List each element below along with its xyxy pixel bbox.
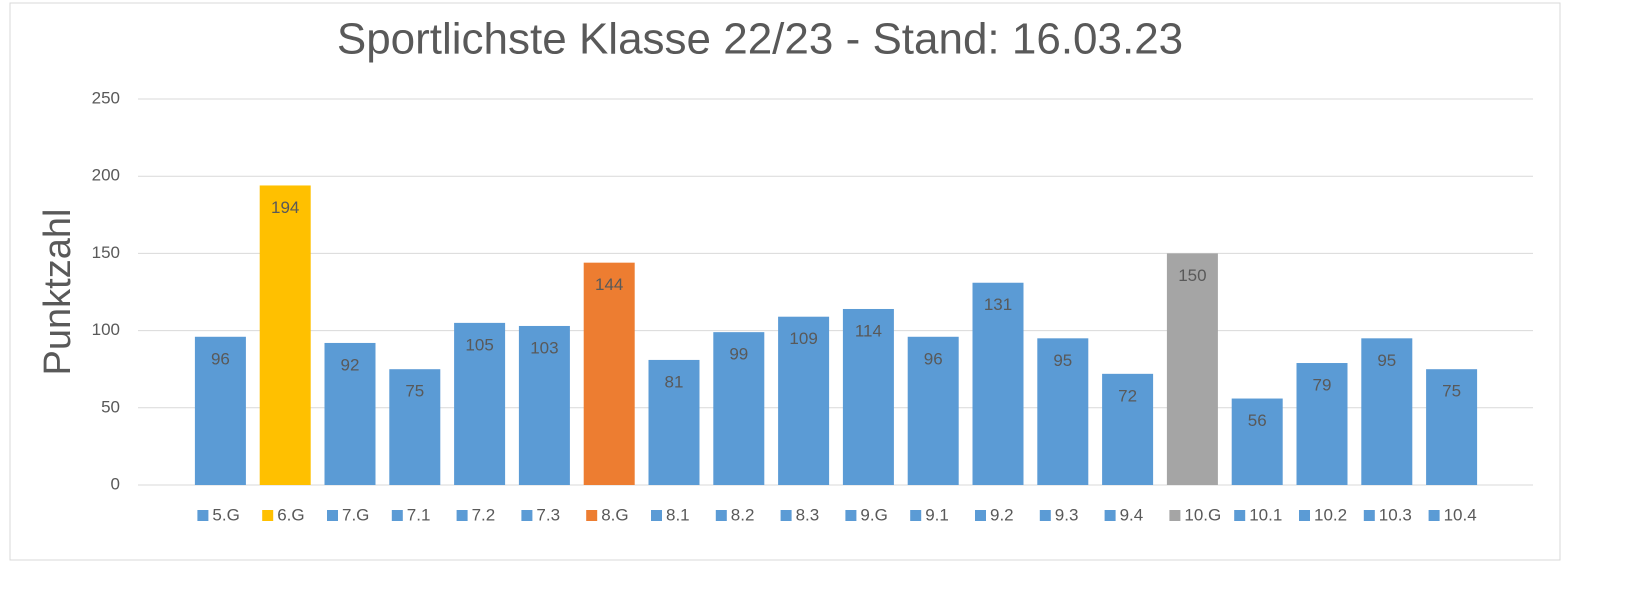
bar bbox=[1426, 369, 1478, 485]
legend-label: 10.2 bbox=[1314, 505, 1347, 524]
legend-swatch bbox=[910, 510, 922, 521]
legend-label: 9.3 bbox=[1055, 505, 1079, 524]
legend-swatch bbox=[1104, 510, 1116, 521]
data-label: 103 bbox=[530, 338, 558, 357]
legend-swatch bbox=[327, 510, 338, 521]
legend-swatch bbox=[586, 510, 598, 521]
data-label: 99 bbox=[729, 345, 748, 364]
bar bbox=[583, 262, 635, 485]
legend-swatch bbox=[1299, 510, 1310, 521]
legend-swatch bbox=[715, 510, 727, 521]
bar bbox=[842, 308, 894, 485]
legend-label: 7.2 bbox=[472, 505, 496, 524]
y-tick-label: 50 bbox=[101, 397, 120, 416]
legend-label: 9.G bbox=[860, 505, 887, 524]
bar bbox=[324, 342, 376, 485]
legend-label: 7.1 bbox=[407, 505, 431, 524]
data-label: 96 bbox=[211, 349, 230, 368]
data-label: 81 bbox=[665, 372, 684, 391]
data-label: 95 bbox=[1377, 351, 1396, 370]
y-tick-label: 100 bbox=[92, 320, 120, 339]
bar bbox=[1296, 363, 1348, 485]
bar bbox=[1102, 373, 1154, 485]
legend-label: 9.4 bbox=[1120, 505, 1144, 524]
legend-label: 7.3 bbox=[536, 505, 560, 524]
data-label: 194 bbox=[271, 198, 299, 217]
data-label: 144 bbox=[595, 275, 623, 294]
chart-title: Sportlichste Klasse 22/23 - Stand: 16.03… bbox=[337, 15, 1183, 64]
legend-label: 10.4 bbox=[1444, 505, 1477, 524]
legend-label: 5.G bbox=[212, 505, 239, 524]
legend-label: 9.2 bbox=[990, 505, 1014, 524]
data-label: 150 bbox=[1178, 266, 1206, 285]
y-tick-label: 0 bbox=[111, 474, 120, 493]
legend-swatch bbox=[521, 510, 533, 521]
legend-label: 6.G bbox=[277, 505, 304, 524]
data-label: 92 bbox=[341, 355, 360, 374]
bar bbox=[389, 369, 441, 485]
legend-swatch bbox=[975, 510, 986, 521]
bar bbox=[713, 332, 765, 485]
legend-swatch bbox=[1039, 510, 1051, 521]
y-tick-label: 200 bbox=[92, 166, 120, 185]
data-label: 75 bbox=[405, 382, 424, 401]
legend-swatch bbox=[1363, 510, 1375, 521]
bar bbox=[907, 336, 959, 485]
bar bbox=[648, 359, 700, 485]
data-label: 96 bbox=[924, 349, 943, 368]
y-axis-label: Punktzahl bbox=[37, 209, 79, 376]
bar bbox=[1361, 338, 1413, 485]
bar bbox=[1166, 253, 1218, 485]
legend-label: 8.3 bbox=[796, 505, 820, 524]
legend-label: 9.1 bbox=[925, 505, 949, 524]
data-label: 114 bbox=[855, 321, 882, 340]
legend-swatch bbox=[1169, 510, 1181, 521]
legend-swatch bbox=[391, 510, 403, 521]
legend-swatch bbox=[1428, 510, 1440, 521]
data-label: 79 bbox=[1313, 376, 1332, 395]
legend-label: 8.1 bbox=[666, 505, 690, 524]
legend-label: 7.G bbox=[342, 505, 369, 524]
legend-label: 8.2 bbox=[731, 505, 755, 524]
data-label: 105 bbox=[465, 335, 493, 354]
legend-swatch bbox=[262, 510, 274, 521]
legend-swatch bbox=[456, 510, 468, 521]
bar bbox=[518, 325, 570, 485]
bar bbox=[972, 282, 1024, 485]
y-tick-label: 250 bbox=[92, 88, 120, 107]
bar bbox=[194, 336, 246, 485]
bar bbox=[1231, 398, 1283, 485]
data-label: 131 bbox=[984, 295, 1012, 314]
legend-swatch bbox=[651, 510, 662, 521]
legend-label: 8.G bbox=[601, 505, 628, 524]
data-label: 95 bbox=[1053, 351, 1072, 370]
data-label: 72 bbox=[1118, 386, 1137, 405]
bar bbox=[778, 316, 830, 485]
data-label: 56 bbox=[1248, 411, 1267, 430]
legend-label: 10.1 bbox=[1249, 505, 1282, 524]
data-label: 109 bbox=[789, 329, 817, 348]
y-tick-label: 150 bbox=[92, 243, 120, 262]
legend-swatch bbox=[197, 510, 209, 521]
data-label: 75 bbox=[1442, 382, 1461, 401]
legend-swatch bbox=[780, 510, 792, 521]
legend-swatch bbox=[845, 510, 857, 521]
legend-label: 10.3 bbox=[1379, 505, 1412, 524]
bar bbox=[454, 322, 506, 485]
bar bbox=[259, 185, 311, 486]
legend-label: 10.G bbox=[1184, 505, 1221, 524]
bar bbox=[1037, 338, 1089, 485]
legend-swatch bbox=[1234, 510, 1246, 521]
